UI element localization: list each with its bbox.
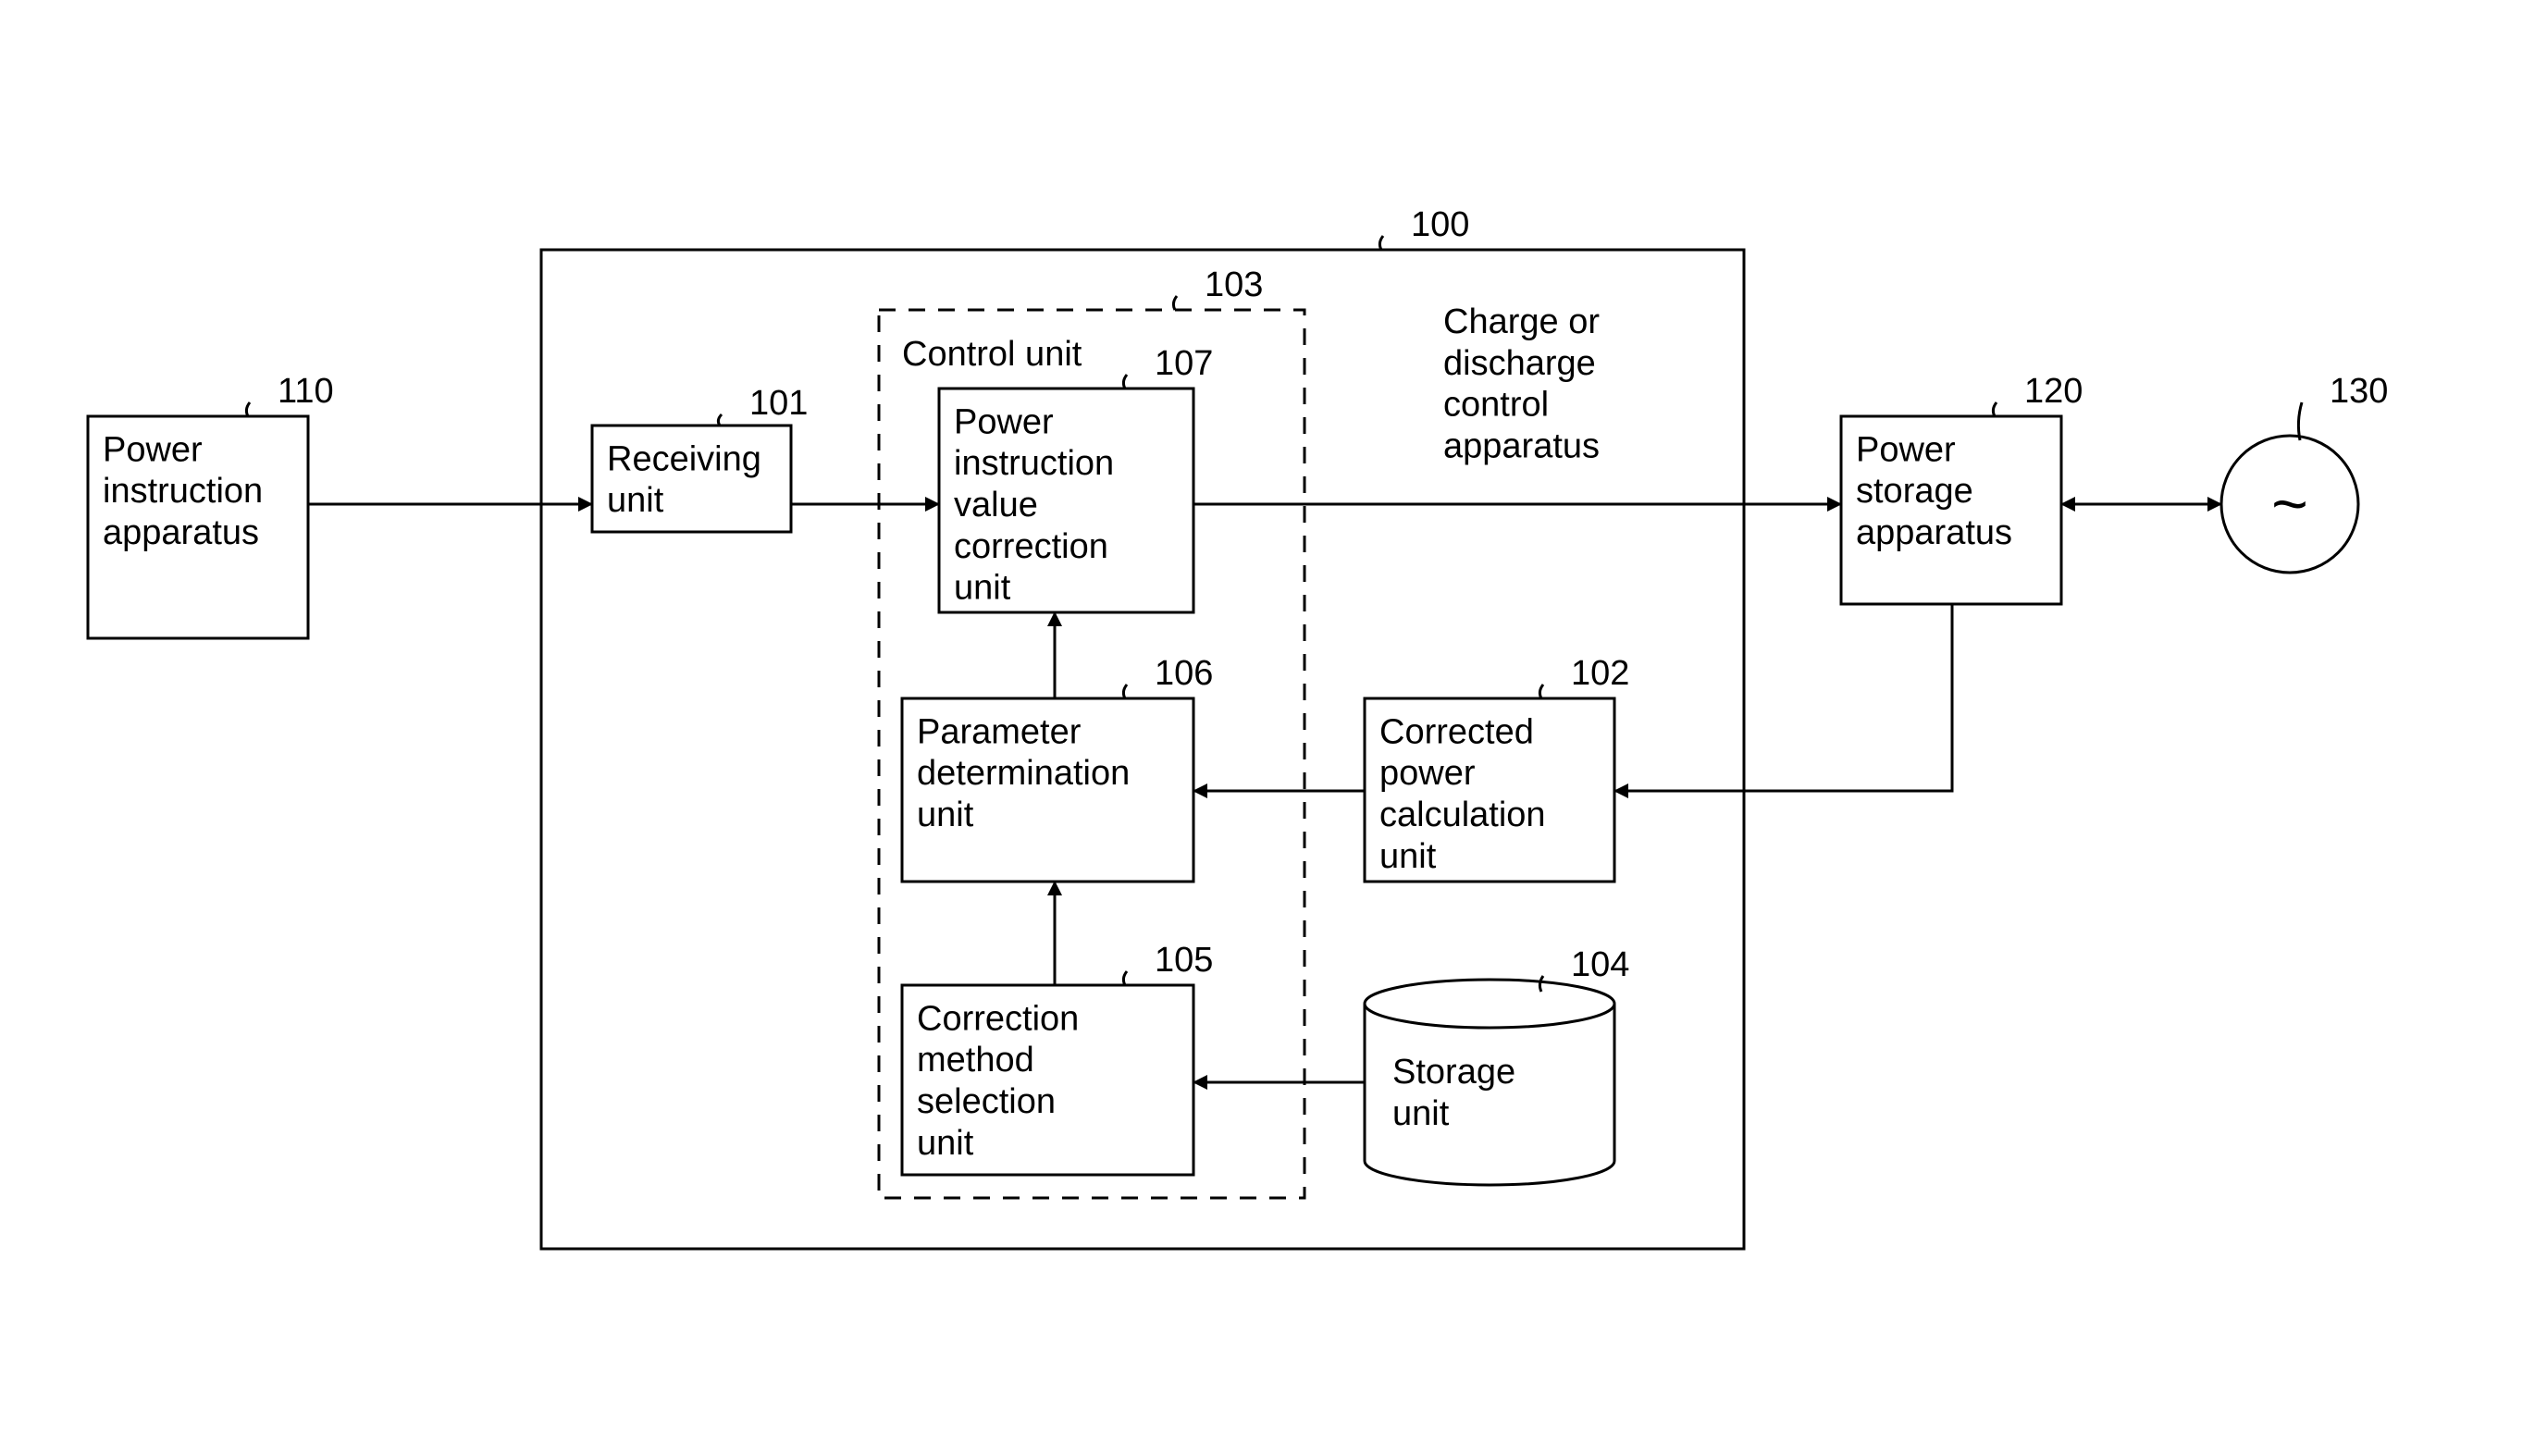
node-label: apparatus xyxy=(103,513,259,552)
ref-number: 130 xyxy=(2330,372,2388,411)
node-n100: Charge ordischargecontrolapparatus xyxy=(541,250,1744,1249)
node-label: Correction xyxy=(917,999,1079,1038)
node-n120: Powerstorageapparatus xyxy=(1841,416,2061,604)
node-n105: Correctionmethodselectionunit xyxy=(902,985,1193,1175)
node-n101: Receivingunit xyxy=(592,426,791,532)
node-label: unit xyxy=(954,569,1011,608)
node-label: unit xyxy=(1379,837,1437,876)
ref-number: 107 xyxy=(1155,344,1213,383)
ref-number: 101 xyxy=(749,384,808,423)
ref-130: 130 xyxy=(2298,372,2388,440)
node-n107: Powerinstructionvaluecorrectionunit xyxy=(939,389,1193,612)
container-title: Charge or xyxy=(1443,302,1600,341)
ref-number: 110 xyxy=(278,372,334,411)
node-label: method xyxy=(917,1041,1034,1080)
node-label: calculation xyxy=(1379,796,1546,834)
container-title: apparatus xyxy=(1443,427,1600,466)
edge-n120-n102 xyxy=(1614,604,1952,791)
container-title: Control unit xyxy=(902,335,1082,374)
node-label: determination xyxy=(917,754,1130,793)
node-label: instruction xyxy=(103,472,263,511)
ref-101: 101 xyxy=(718,384,808,426)
node-label: Corrected xyxy=(1379,712,1534,751)
ref-103: 103 xyxy=(1173,265,1263,310)
ref-100: 100 xyxy=(1379,205,1469,250)
node-n102: Correctedpowercalculationunit xyxy=(1365,698,1614,882)
ref-120: 120 xyxy=(1993,372,2083,416)
ref-102: 102 xyxy=(1539,654,1629,698)
node-label: Parameter xyxy=(917,712,1082,751)
node-n104: Storageunit xyxy=(1365,980,1614,1185)
sine-glyph: ~ xyxy=(2271,469,2308,539)
node-label: unit xyxy=(607,481,664,520)
node-label: unit xyxy=(917,1124,974,1163)
ref-number: 102 xyxy=(1571,654,1629,693)
node-label: unit xyxy=(1392,1094,1450,1133)
node-label: power xyxy=(1379,754,1476,793)
node-label: value xyxy=(954,486,1038,524)
block-diagram: PowerinstructionapparatusCharge ordischa… xyxy=(0,0,2547,1456)
node-label: apparatus xyxy=(1856,513,2012,552)
ref-number: 106 xyxy=(1155,654,1213,693)
ref-107: 107 xyxy=(1123,344,1213,389)
node-label: Power xyxy=(1856,430,1956,469)
ref-number: 103 xyxy=(1205,265,1263,304)
node-label: selection xyxy=(917,1082,1056,1121)
node-label: Storage xyxy=(1392,1053,1515,1092)
ref-number: 105 xyxy=(1155,941,1213,980)
ref-105: 105 xyxy=(1123,941,1213,985)
ref-number: 100 xyxy=(1411,205,1469,244)
node-label: correction xyxy=(954,527,1108,566)
node-label: unit xyxy=(917,796,974,834)
node-label: storage xyxy=(1856,472,1973,511)
container-title: discharge xyxy=(1443,344,1596,383)
container-title: control xyxy=(1443,386,1549,425)
ref-110: 110 xyxy=(246,372,333,416)
node-n106: Parameterdeterminationunit xyxy=(902,698,1193,882)
node-label: instruction xyxy=(954,444,1114,483)
node-label: Receiving xyxy=(607,439,761,478)
ref-number: 120 xyxy=(2024,372,2083,411)
node-label: Power xyxy=(954,402,1054,441)
node-n130: ~ xyxy=(2221,436,2358,573)
ref-number: 104 xyxy=(1571,945,1629,984)
ref-106: 106 xyxy=(1123,654,1213,698)
node-n110: Powerinstructionapparatus xyxy=(88,416,308,638)
node-label: Power xyxy=(103,430,203,469)
